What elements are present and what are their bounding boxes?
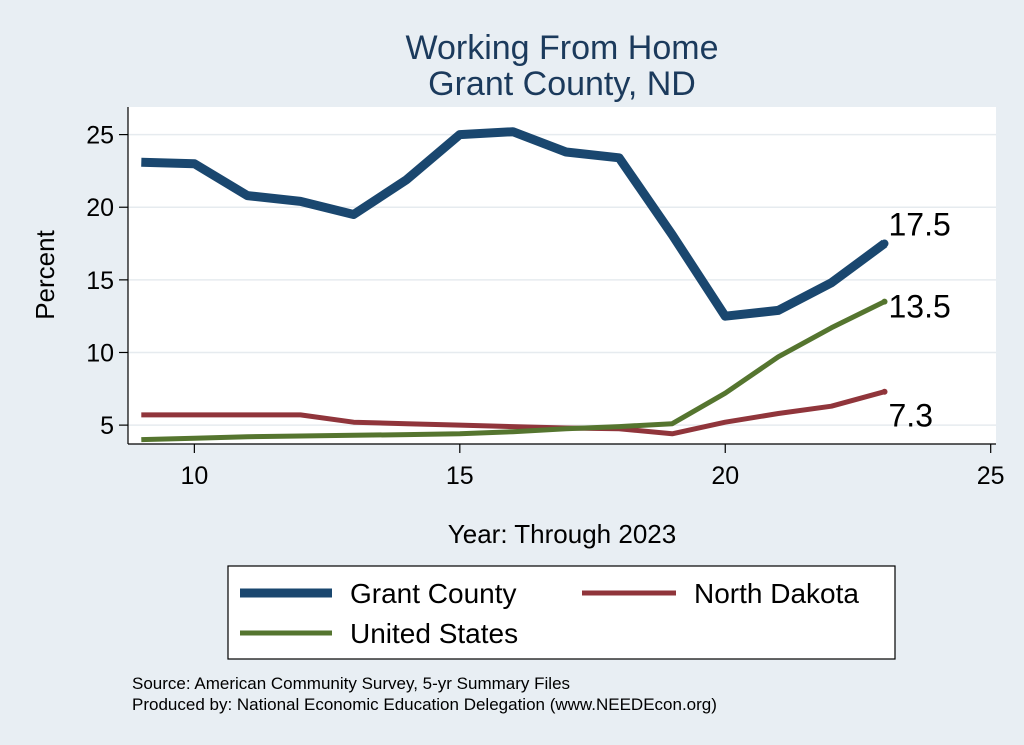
series-lines: [141, 127, 889, 443]
y-tick-label-0: 5: [100, 412, 114, 440]
y-axis-label: Percent: [30, 229, 60, 319]
y-tick-label-4: 25: [86, 122, 114, 150]
x-tick-label-3: 25: [977, 462, 1005, 490]
grid-lines: [128, 133, 996, 426]
legend: Grant County North Dakota United States: [227, 565, 896, 660]
series-end-point-0: [880, 239, 889, 248]
y-tick-label-1: 10: [86, 339, 114, 367]
series-line-2: [141, 299, 886, 443]
legend-box: [227, 565, 896, 660]
y-tick-label-2: 15: [86, 267, 114, 295]
series-line-0: [141, 127, 888, 321]
series-end-point-1: [881, 388, 888, 395]
legend-label-united-states: United States: [350, 618, 518, 649]
x-tick-label-1: 15: [446, 462, 474, 490]
series-end-point-2: [881, 298, 888, 305]
end-label-0: 17.5: [889, 207, 951, 243]
end-label-1: 7.3: [889, 398, 933, 434]
x-axis-label: Year: Through 2023: [448, 519, 676, 549]
x-tick-label-0: 10: [180, 462, 208, 490]
chart-title: Working From Home: [406, 29, 719, 67]
plot-area: [128, 107, 996, 444]
producer-note: Produced by: National Economic Education…: [132, 695, 717, 714]
series-line-1: [141, 389, 886, 437]
end-label-2: 13.5: [889, 289, 951, 325]
y-tick-label-3: 20: [86, 194, 114, 222]
legend-label-grant-county: Grant County: [350, 578, 517, 609]
y-axis: 5 10 15 20 25: [86, 107, 129, 444]
legend-label-north-dakota: North Dakota: [694, 578, 859, 609]
chart-subtitle: Grant County, ND: [428, 65, 696, 103]
x-tick-label-2: 20: [711, 462, 739, 490]
source-note: Source: American Community Survey, 5-yr …: [132, 674, 570, 693]
x-axis: 10 15 20 25: [128, 443, 1005, 490]
end-labels: 7.3 13.5 17.5: [889, 207, 951, 434]
